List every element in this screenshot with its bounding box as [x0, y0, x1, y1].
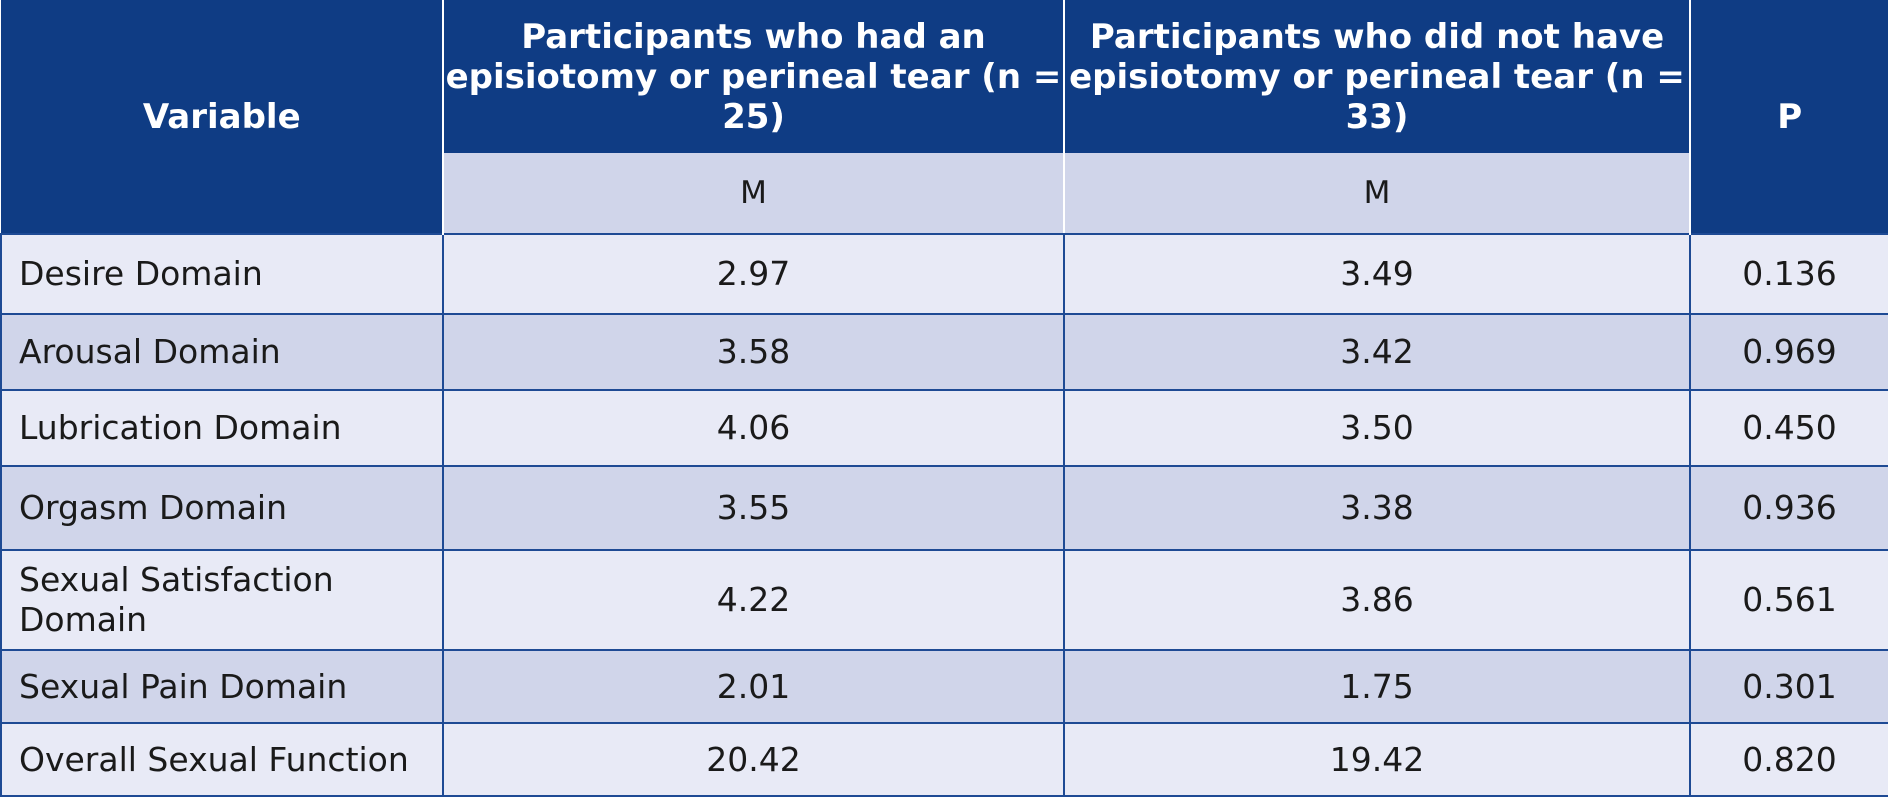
row-variable: Orgasm Domain	[0, 465, 444, 551]
row-p-value: 0.936	[1689, 465, 1888, 551]
row-group2-mean: 3.86	[1063, 549, 1691, 651]
header-group1: Participants who had an episiotomy or pe…	[442, 0, 1065, 153]
table-row: Sexual Satisfaction Domain 4.22 3.86 0.5…	[0, 549, 1888, 651]
row-variable: Desire Domain	[0, 233, 444, 315]
table-row: Arousal Domain 3.58 3.42 0.969	[0, 313, 1888, 391]
row-group1-mean: 4.06	[442, 389, 1065, 467]
row-group2-mean: 19.42	[1063, 722, 1691, 797]
row-p-value: 0.136	[1689, 233, 1888, 315]
row-group2-mean: 1.75	[1063, 649, 1691, 724]
subheader-group1: M	[442, 153, 1065, 235]
row-p-value: 0.450	[1689, 389, 1888, 467]
row-variable: Sexual Satisfaction Domain	[0, 549, 444, 651]
row-variable: Arousal Domain	[0, 313, 444, 391]
table-row: Desire Domain 2.97 3.49 0.136	[0, 233, 1888, 315]
row-group2-mean: 3.42	[1063, 313, 1691, 391]
row-variable: Lubrication Domain	[0, 389, 444, 467]
row-p-value: 0.301	[1689, 649, 1888, 724]
subheader-group2: M	[1063, 153, 1691, 235]
row-group1-mean: 2.01	[442, 649, 1065, 724]
row-group2-mean: 3.38	[1063, 465, 1691, 551]
table-row: Orgasm Domain 3.55 3.38 0.936	[0, 465, 1888, 551]
table-row: Overall Sexual Function 20.42 19.42 0.82…	[0, 722, 1888, 797]
row-variable: Overall Sexual Function	[0, 722, 444, 797]
header-variable: Variable	[0, 0, 444, 234]
header-p: P	[1689, 0, 1888, 234]
row-group2-mean: 3.49	[1063, 233, 1691, 315]
row-variable: Sexual Pain Domain	[0, 649, 444, 724]
header-group2: Participants who did not have episiotomy…	[1063, 0, 1691, 153]
row-group1-mean: 3.58	[442, 313, 1065, 391]
row-group1-mean: 4.22	[442, 549, 1065, 651]
row-group1-mean: 20.42	[442, 722, 1065, 797]
row-p-value: 0.820	[1689, 722, 1888, 797]
row-group1-mean: 3.55	[442, 465, 1065, 551]
table-row: Sexual Pain Domain 2.01 1.75 0.301	[0, 649, 1888, 724]
row-group2-mean: 3.50	[1063, 389, 1691, 467]
row-p-value: 0.969	[1689, 313, 1888, 391]
row-group1-mean: 2.97	[442, 233, 1065, 315]
row-p-value: 0.561	[1689, 549, 1888, 651]
table-row: Lubrication Domain 4.06 3.50 0.450	[0, 389, 1888, 467]
